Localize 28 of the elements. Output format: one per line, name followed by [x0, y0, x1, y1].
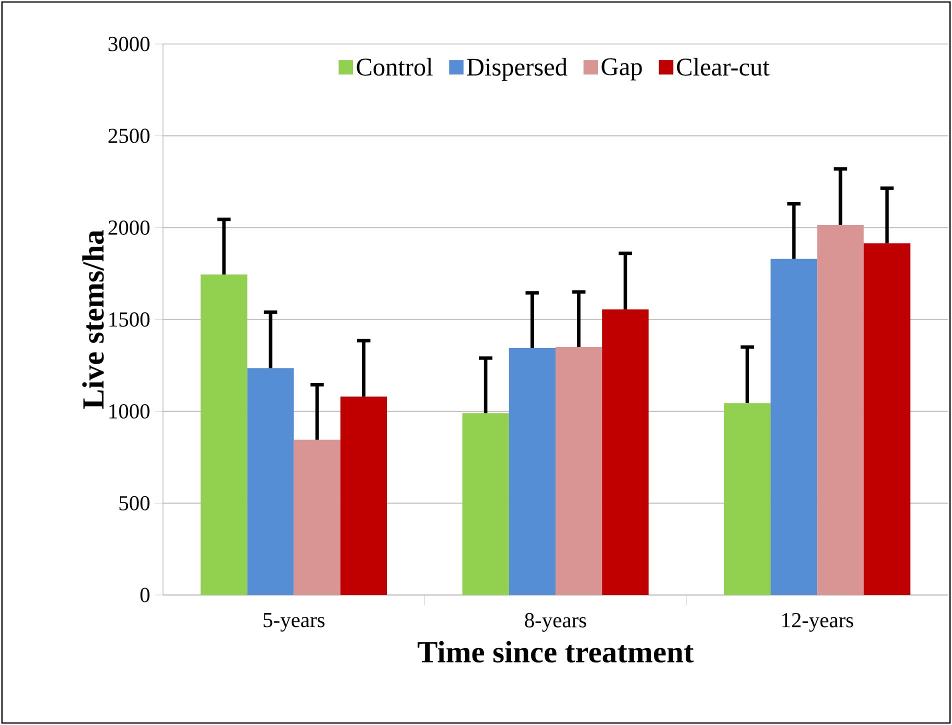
bar	[556, 347, 602, 596]
legend-label: Dispersed	[466, 58, 568, 81]
bar	[864, 243, 910, 596]
bar	[508, 348, 556, 596]
y-tick-label: 2000	[108, 220, 150, 235]
bar	[294, 440, 340, 596]
y-axis-title: Live stems/ha	[82, 230, 104, 409]
y-tick-label: 500	[120, 496, 150, 510]
x-tick-label: 5-years	[264, 613, 324, 632]
bar	[200, 274, 248, 596]
y-tick-label: 1500	[110, 312, 150, 327]
y-tick-label: 2500	[108, 128, 150, 144]
y-tick-label: 3000	[108, 36, 150, 52]
legend-label: Gap	[602, 58, 642, 80]
legend-label: Clear-cut	[676, 58, 770, 76]
bar	[602, 309, 649, 596]
bar	[340, 396, 387, 596]
legend-label: Control	[356, 58, 433, 76]
bar	[817, 224, 864, 596]
bar	[247, 368, 294, 596]
bar	[770, 258, 818, 596]
x-tick-label: 12-years	[782, 613, 854, 632]
x-tick-label: 8-years	[524, 613, 586, 632]
bar	[724, 403, 771, 596]
y-tick-label: 0	[140, 588, 150, 602]
y-tick-label: 1000	[110, 404, 150, 419]
x-axis-title: Time since treatment	[418, 640, 694, 663]
bar	[462, 413, 509, 596]
